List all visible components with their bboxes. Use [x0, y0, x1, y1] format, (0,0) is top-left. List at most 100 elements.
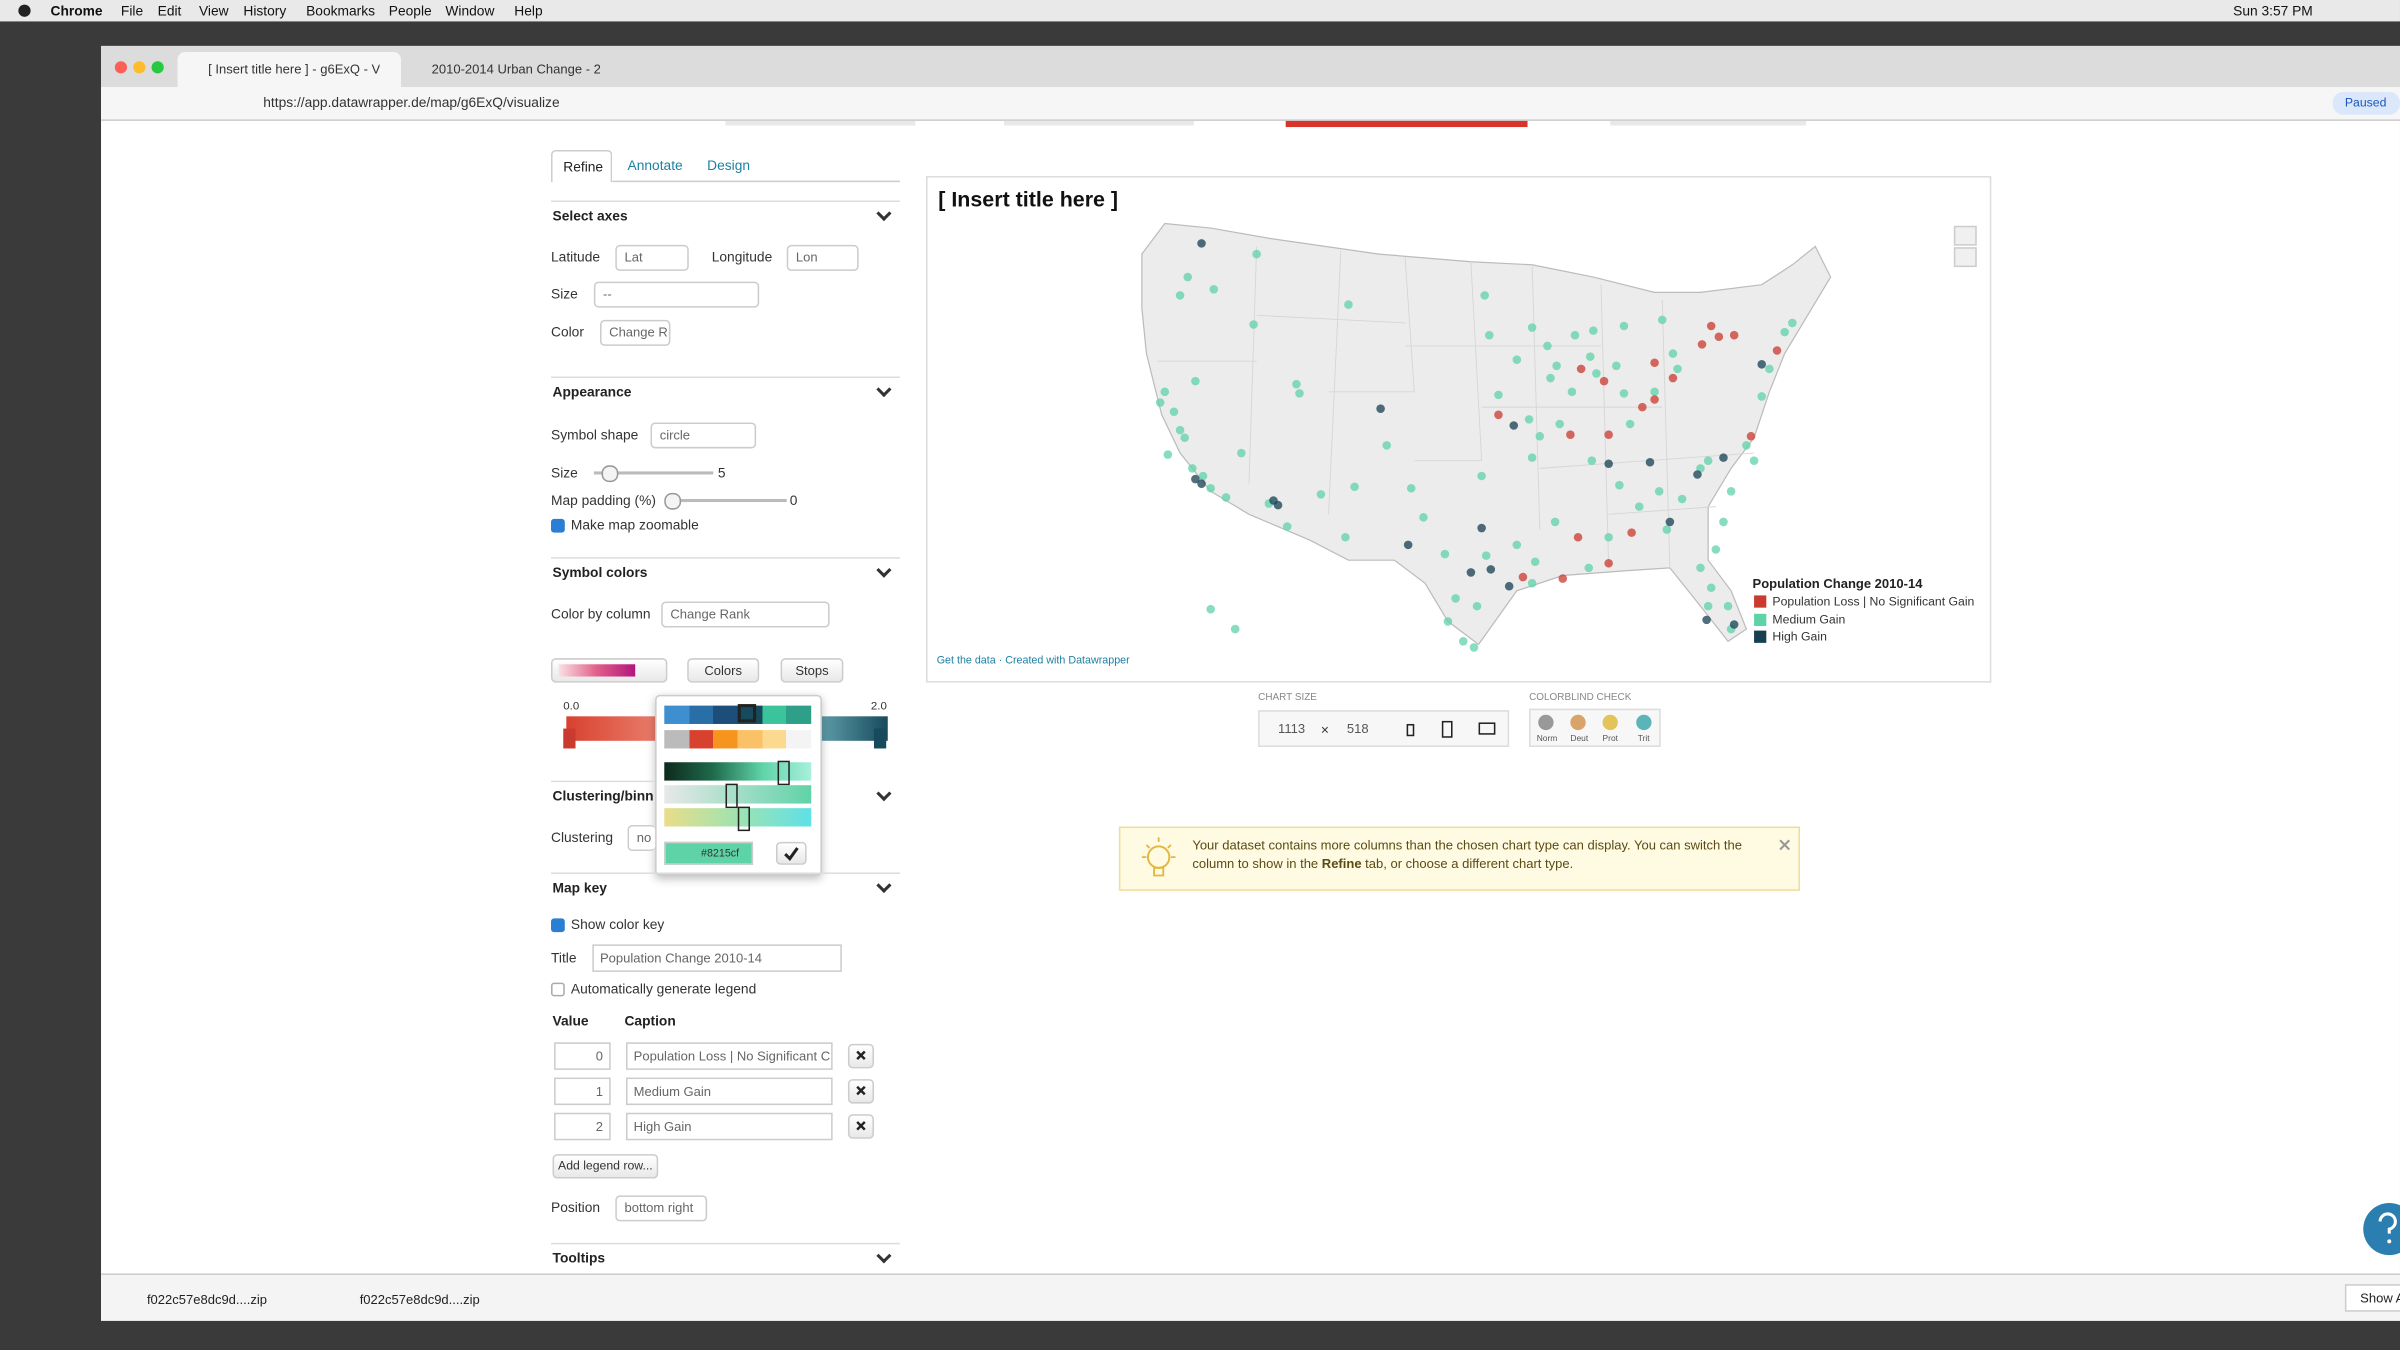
select[interactable]: Lat — [615, 244, 689, 271]
map-dot[interactable] — [1654, 487, 1664, 496]
chart-title[interactable]: [ Insert title here ] — [938, 186, 1119, 212]
map-dot[interactable] — [1527, 323, 1537, 332]
profile[interactable]: Paused — [2332, 91, 2400, 115]
caption-input[interactable]: Medium Gain — [626, 1077, 833, 1106]
menu-item[interactable]: History — [243, 3, 287, 19]
map-dot[interactable] — [1567, 387, 1577, 397]
stop-handle[interactable] — [563, 728, 576, 749]
map-dot[interactable] — [1480, 291, 1489, 300]
map-dot[interactable] — [1175, 425, 1185, 435]
map-dot[interactable] — [1677, 494, 1687, 504]
map-dot[interactable] — [1772, 346, 1782, 355]
map-dot[interactable] — [1657, 315, 1667, 325]
map-dot[interactable] — [1458, 637, 1468, 646]
tab-refine[interactable]: Refine — [551, 149, 613, 183]
map-dot[interactable] — [1634, 502, 1644, 511]
caption-input[interactable]: Population Loss | No Significant C — [626, 1042, 833, 1070]
map-dot[interactable] — [1466, 568, 1476, 577]
map-dot[interactable] — [1673, 364, 1682, 374]
palette-button[interactable] — [551, 658, 668, 683]
map-dot[interactable] — [1169, 407, 1179, 417]
hue-row[interactable] — [664, 808, 812, 827]
map-dot[interactable] — [1706, 321, 1716, 331]
map-dot[interactable] — [1512, 355, 1522, 364]
map-dot[interactable] — [1589, 326, 1598, 335]
map-dot[interactable] — [1481, 551, 1491, 560]
map-dot[interactable] — [1550, 517, 1560, 527]
map-dot[interactable] — [1619, 389, 1629, 398]
map-dot[interactable] — [1469, 643, 1479, 652]
checkbox-label[interactable]: Make map zoomable — [570, 517, 699, 533]
map-dot[interactable] — [1527, 453, 1537, 462]
map-dot[interactable] — [1703, 456, 1713, 465]
mode-icon[interactable] — [1602, 714, 1618, 731]
remove-row[interactable] — [847, 1043, 874, 1069]
map-dot[interactable] — [1612, 361, 1621, 371]
map-dot[interactable] — [1723, 601, 1733, 611]
map-dot[interactable] — [1237, 448, 1246, 458]
map-dot[interactable] — [1155, 398, 1165, 407]
checkbox-label[interactable]: Automatically generate legend — [570, 981, 757, 997]
select[interactable]: bottom right — [615, 1195, 708, 1222]
map-dot[interactable] — [1206, 483, 1215, 493]
map-dot[interactable] — [1484, 330, 1494, 340]
shade-handle[interactable] — [777, 760, 790, 786]
map-dot[interactable] — [1638, 402, 1647, 412]
help-button[interactable] — [2363, 1203, 2400, 1256]
tab-annotate[interactable]: Annotate — [620, 150, 689, 181]
section-heading[interactable]: Map key — [552, 880, 607, 896]
map-dot[interactable] — [1742, 441, 1751, 450]
map-dot[interactable] — [1282, 522, 1292, 531]
map-dot[interactable] — [1555, 419, 1564, 429]
map-dot[interactable] — [1619, 321, 1629, 331]
map-dot[interactable] — [1530, 557, 1540, 567]
map-dot[interactable] — [1566, 430, 1575, 439]
map-dot[interactable] — [1472, 601, 1482, 611]
map-dot[interactable] — [1668, 373, 1678, 383]
map-dot[interactable] — [1714, 332, 1724, 342]
tab[interactable]: 2010-2014 Urban Change - 2( — [407, 52, 615, 87]
clock[interactable]: Sun 3:57 PM — [2233, 3, 2313, 19]
select[interactable]: -- — [593, 281, 760, 308]
map-dot[interactable] — [1419, 513, 1428, 522]
map-dot[interactable] — [1702, 615, 1711, 625]
map-dot[interactable] — [1316, 490, 1326, 499]
map-dot[interactable] — [1295, 389, 1304, 398]
text-input[interactable]: Population Change 2010-14 — [592, 944, 842, 972]
select[interactable]: Change Rank — [661, 601, 830, 628]
map-dot[interactable] — [1273, 500, 1283, 510]
map-dot[interactable] — [1693, 470, 1702, 479]
map-dot[interactable] — [1292, 379, 1301, 389]
map-dot[interactable] — [1221, 493, 1231, 502]
map-dot[interactable] — [1440, 549, 1450, 559]
map-dot[interactable] — [1592, 369, 1601, 378]
map-dot[interactable] — [1587, 456, 1597, 465]
map-dot[interactable] — [1191, 376, 1200, 386]
zoom-out[interactable] — [1953, 247, 1977, 268]
map-dot[interactable] — [1662, 525, 1672, 534]
map-dot[interactable] — [1477, 523, 1486, 533]
map-dot[interactable] — [1719, 517, 1728, 527]
map-dot[interactable] — [1197, 239, 1206, 248]
map-dot[interactable] — [1443, 617, 1453, 626]
map-dot[interactable] — [1206, 604, 1215, 614]
map-dot[interactable] — [1535, 431, 1545, 441]
map-dot[interactable] — [1570, 330, 1580, 340]
map-dot[interactable] — [1451, 594, 1460, 603]
map-dot[interactable] — [1604, 430, 1613, 439]
map-dot[interactable] — [1175, 291, 1185, 300]
map-dot[interactable] — [1757, 392, 1767, 401]
map-dot[interactable] — [1494, 390, 1503, 400]
section-heading[interactable]: Select axes — [552, 208, 628, 224]
menu-item[interactable]: View — [198, 3, 229, 19]
map-dot[interactable] — [1183, 272, 1193, 282]
checkbox[interactable] — [551, 518, 565, 533]
saturation-handle[interactable] — [725, 783, 738, 809]
menu-app[interactable]: Chrome — [50, 3, 103, 19]
map-dot[interactable] — [1188, 464, 1197, 473]
shade-row[interactable] — [664, 762, 812, 781]
mode-icon[interactable] — [1636, 714, 1652, 731]
tab-design[interactable]: Design — [696, 150, 757, 181]
map-dot[interactable] — [1509, 421, 1519, 430]
value-input[interactable]: 2 — [554, 1112, 611, 1141]
